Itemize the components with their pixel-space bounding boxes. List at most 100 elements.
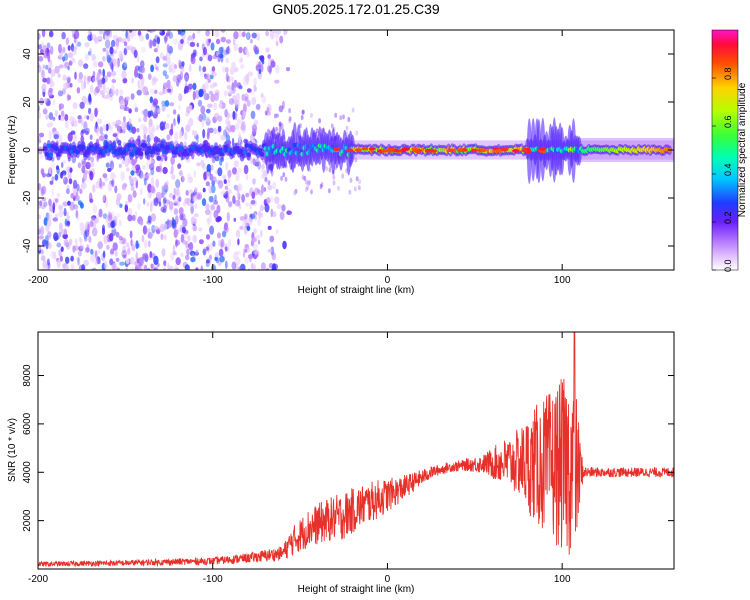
noise-blob [63, 176, 68, 185]
noise-blob [238, 134, 242, 144]
noise-blob [250, 271, 253, 276]
noise-blob [233, 37, 236, 46]
x-tick-label: -100 [203, 275, 223, 286]
noise-blob [267, 184, 273, 191]
noise-blob [193, 226, 197, 232]
noise-blob [210, 184, 216, 194]
noise-blob [230, 125, 236, 133]
noise-blob [118, 163, 122, 168]
noise-blob [205, 37, 209, 45]
noise-blob [240, 63, 245, 70]
noise-blob [269, 235, 275, 243]
noise-blob [225, 118, 231, 126]
noise-blob [188, 117, 194, 127]
noise-blob [56, 258, 61, 268]
noise-blob [167, 23, 172, 28]
noise-blob [215, 217, 221, 223]
band-peak [429, 149, 437, 153]
noise-blob [58, 204, 63, 211]
noise-blob [300, 115, 304, 120]
noise-blob [272, 181, 277, 190]
noise-blob [66, 185, 70, 190]
noise-blob [240, 124, 246, 131]
noise-blob [155, 56, 160, 64]
noise-blob [184, 75, 189, 83]
y-tick-label: 2000 [22, 509, 33, 532]
noise-blob [106, 244, 110, 250]
noise-blob [245, 174, 249, 181]
noise-blob [99, 180, 104, 190]
noise-blob [342, 114, 345, 120]
noise-blob [171, 219, 177, 229]
noise-blob [303, 175, 307, 181]
noise-blob [45, 64, 49, 70]
noise-blob [203, 171, 207, 181]
noise-blob [64, 114, 69, 121]
noise-blob [173, 198, 179, 204]
noise-blob [164, 123, 170, 129]
noise-blob [130, 266, 135, 270]
noise-blob [257, 239, 261, 245]
noise-blob [159, 121, 165, 131]
noise-blob [334, 112, 338, 118]
noise-blob [88, 93, 92, 103]
noise-blob [270, 60, 276, 68]
noise-blob [229, 66, 235, 75]
noise-blob [77, 257, 80, 266]
noise-blob [48, 130, 52, 140]
noise-blob [162, 55, 167, 61]
noise-blob [48, 60, 53, 69]
band-peak [456, 148, 464, 152]
noise-blob [81, 182, 87, 190]
noise-blob [167, 267, 171, 270]
noise-blob [154, 197, 159, 207]
noise-blob [38, 111, 41, 120]
noise-blob [207, 218, 210, 227]
x-tick-label: 100 [554, 574, 571, 585]
colorbar-tick-label: 0.6 [723, 115, 733, 128]
noise-blob [227, 120, 231, 129]
noise-blob [71, 57, 76, 63]
noise-blob [234, 199, 240, 207]
noise-blob [81, 264, 86, 270]
noise-blob [197, 99, 203, 107]
noise-blob [244, 96, 248, 101]
noise-blob [112, 133, 118, 138]
page-title: GN05.2025.172.01.25.C39 [272, 1, 440, 17]
band-core [142, 143, 148, 149]
noise-blob [50, 161, 56, 171]
noise-blob [115, 213, 121, 217]
noise-blob [306, 185, 309, 191]
noise-blob [128, 108, 132, 114]
noise-blob [349, 177, 353, 183]
noise-blob [244, 46, 248, 54]
noise-blob [288, 108, 291, 114]
noise-blob [149, 251, 153, 258]
noise-blob [147, 232, 153, 239]
noise-blob [153, 48, 158, 53]
noise-blob [238, 58, 243, 63]
noise-blob [188, 104, 193, 112]
noise-blob [102, 173, 108, 179]
noise-blob [129, 230, 133, 239]
noise-blob [125, 167, 130, 172]
noise-blob [53, 232, 59, 242]
noise-blob [130, 32, 134, 39]
noise-blob [117, 57, 120, 68]
noise-blob [228, 201, 233, 208]
noise-blob [78, 72, 84, 80]
noise-blob [245, 32, 251, 40]
noise-blob [80, 80, 85, 91]
noise-blob [151, 230, 155, 237]
noise-blob [184, 197, 190, 205]
noise-blob [233, 160, 239, 168]
noise-blob [65, 256, 70, 264]
noise-blob [102, 124, 107, 132]
noise-blob [224, 67, 229, 73]
noise-blob [286, 210, 292, 215]
noise-blob [245, 192, 250, 198]
noise-blob [61, 229, 66, 235]
noise-blob [252, 248, 259, 255]
noise-blob [41, 267, 45, 270]
noise-blob [209, 225, 215, 235]
